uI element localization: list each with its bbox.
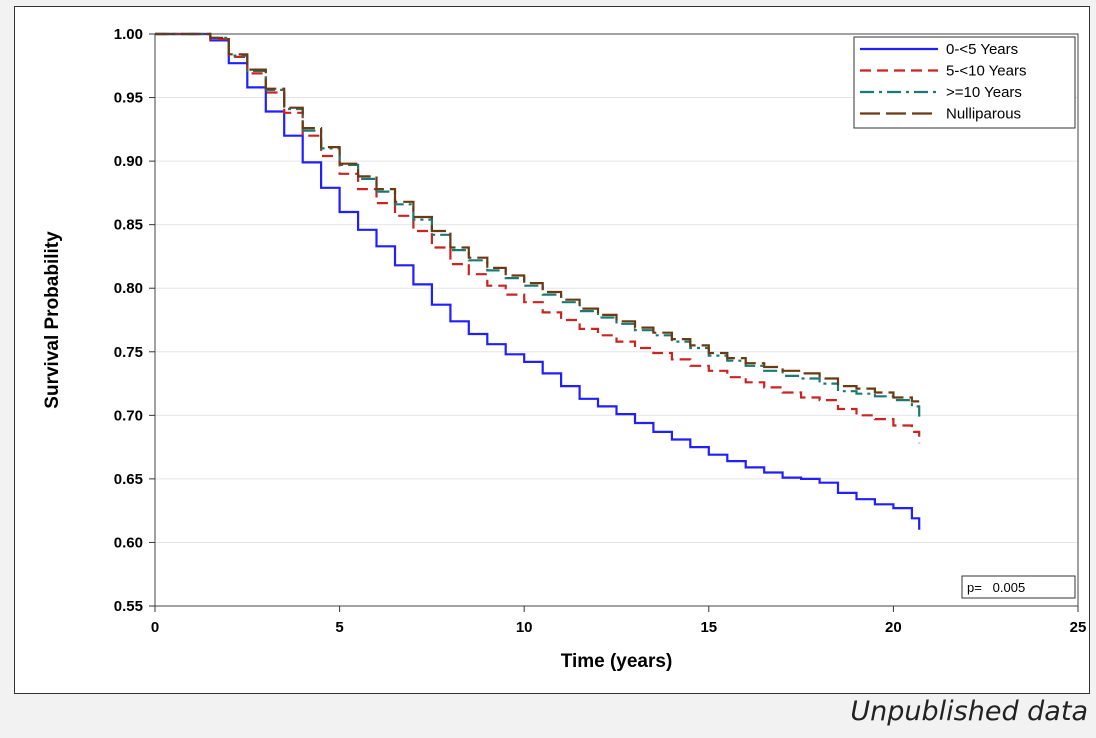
y-tick-label: 0.85: [114, 217, 143, 234]
x-axis-ticks: 0 5 10 15 20 25: [151, 606, 1087, 636]
legend: 0-<5 Years 5-<10 Years >=10 Years Nulliparo…: [853, 36, 1076, 129]
footnote: Unpublished data: [850, 696, 1088, 727]
x-tick-label: 5: [335, 619, 343, 636]
series-line-1: [155, 32, 921, 444]
y-tick-label: 0.70: [114, 407, 143, 424]
y-tick-label: 0.75: [114, 344, 143, 361]
x-tick-label: 0: [151, 619, 159, 636]
x-tick-label: 15: [700, 619, 717, 636]
legend-label: Nulliparous: [946, 106, 1021, 123]
p-value-box: [961, 575, 1076, 599]
series-line-2: [155, 32, 921, 417]
y-axis-title: Survival Probability: [42, 231, 63, 409]
plot-area-border: [154, 33, 1079, 607]
y-tick-label: 0.65: [114, 471, 143, 488]
y-tick-label: 0.80: [114, 280, 143, 297]
y-tick-label: 0.60: [114, 534, 143, 551]
y-axis-ticks: 0.55 0.60 0.65 0.70 0.75 0.80 0.85 0.90 0.95 1.00: [114, 26, 155, 615]
p-value-annotation: p= 0.005: [961, 575, 1076, 599]
legend-label: 0-<5 Years: [946, 41, 1018, 58]
x-tick-label: 25: [1070, 619, 1087, 636]
legend-label: 5-<10 Years: [946, 63, 1027, 80]
p-value-text: p= 0.005: [967, 580, 1025, 595]
y-tick-label: 0.55: [114, 598, 143, 615]
x-tick-label: 20: [885, 619, 902, 636]
series-lines: [155, 32, 921, 530]
series-line-3: [155, 32, 920, 403]
y-tick-label: 1.00: [114, 26, 143, 43]
x-axis-title: Time (years): [561, 651, 673, 672]
y-tick-label: 0.90: [114, 153, 143, 170]
x-tick-label: 10: [516, 619, 533, 636]
legend-label: >=10 Years: [946, 84, 1022, 101]
series-line-0: [155, 32, 921, 530]
y-tick-label: 0.95: [114, 90, 143, 107]
